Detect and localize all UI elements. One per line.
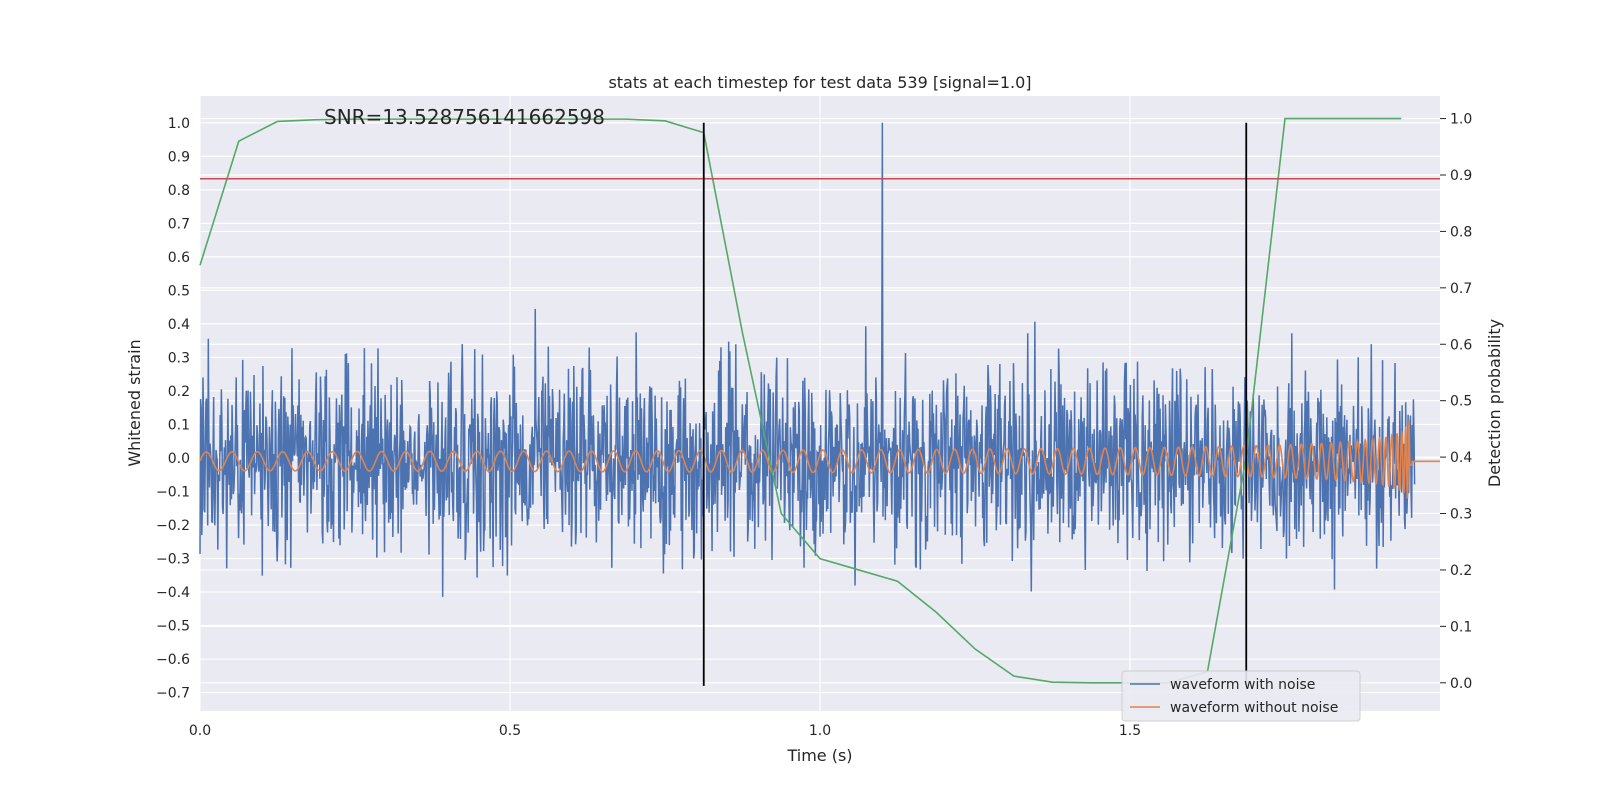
y-right-tick-label-4: 0.4 [1450, 450, 1472, 466]
series-waveform-without-noise [199, 420, 1440, 499]
x-tick-label-0: 0.0 [189, 723, 211, 739]
y-left-tick-label-6: −0.1 [156, 484, 190, 500]
clean-line [199, 420, 1440, 499]
y-left-tick-label-8: 0.1 [168, 417, 190, 433]
y-left-tick-label-16: 0.9 [168, 149, 190, 165]
y-right-tick-label-8: 0.8 [1450, 224, 1472, 240]
y-right-tick-label-3: 0.3 [1450, 507, 1472, 523]
y-left-tick-label-17: 1.0 [168, 116, 190, 132]
y-left-tick-label-10: 0.3 [168, 350, 190, 366]
markers [702, 122, 1248, 686]
y-axis-label-right: Detection probability [1485, 319, 1504, 487]
y-left-tick-label-12: 0.5 [168, 283, 190, 299]
noise-line [199, 122, 1416, 597]
x-tick-label-1: 0.5 [499, 723, 521, 739]
y-left-tick-label-15: 0.8 [168, 183, 190, 199]
y-right-tick-label-7: 0.7 [1450, 281, 1472, 297]
y-right-tick-label-0: 0.0 [1450, 676, 1472, 692]
y-right-tick-label-1: 0.1 [1450, 619, 1472, 635]
legend-label-clean: waveform without noise [1170, 700, 1338, 716]
y-left-tick-label-7: 0.0 [168, 451, 190, 467]
legend-label-noise: waveform with noise [1170, 677, 1315, 693]
y-right-tick-label-5: 0.5 [1450, 394, 1472, 410]
legend-box [1121, 670, 1361, 722]
y-right-tick-label-9: 0.9 [1450, 168, 1472, 184]
y-right-tick-label-6: 0.6 [1450, 337, 1472, 353]
legend: waveform with noise waveform without noi… [1121, 670, 1361, 722]
y-left-tick-label-0: −0.7 [156, 686, 190, 702]
y-axis-label-left: Whitened strain [125, 339, 144, 466]
x-axis-label: Time (s) [786, 746, 852, 765]
ticks: 0.0 0.5 1.0 1.5 −0.7 −0.6 −0.5 −0.4 −0.3 −0.2 −0.1… [156, 112, 1472, 739]
y-left-tick-label-14: 0.7 [168, 216, 190, 232]
y-left-tick-label-9: 0.2 [168, 384, 190, 400]
series-waveform-with-noise [199, 122, 1416, 597]
y-left-tick-label-4: −0.3 [156, 552, 190, 568]
y-left-tick-label-13: 0.6 [168, 250, 190, 266]
y-left-tick-label-3: −0.4 [156, 585, 190, 601]
y-left-tick-label-1: −0.6 [156, 652, 190, 668]
y-right-tick-label-2: 0.2 [1450, 563, 1472, 579]
x-tick-label-2: 1.0 [809, 723, 831, 739]
y-left-tick-label-11: 0.4 [168, 317, 190, 333]
x-tick-label-3: 1.5 [1119, 723, 1141, 739]
snr-annotation: SNR=13.528756141662598 [324, 105, 605, 129]
y-right-tick-label-10: 1.0 [1450, 112, 1472, 128]
y-left-tick-label-5: −0.2 [156, 518, 190, 534]
chart-title: stats at each timestep for test data 539… [608, 73, 1031, 92]
y-left-tick-label-2: −0.5 [156, 619, 190, 635]
